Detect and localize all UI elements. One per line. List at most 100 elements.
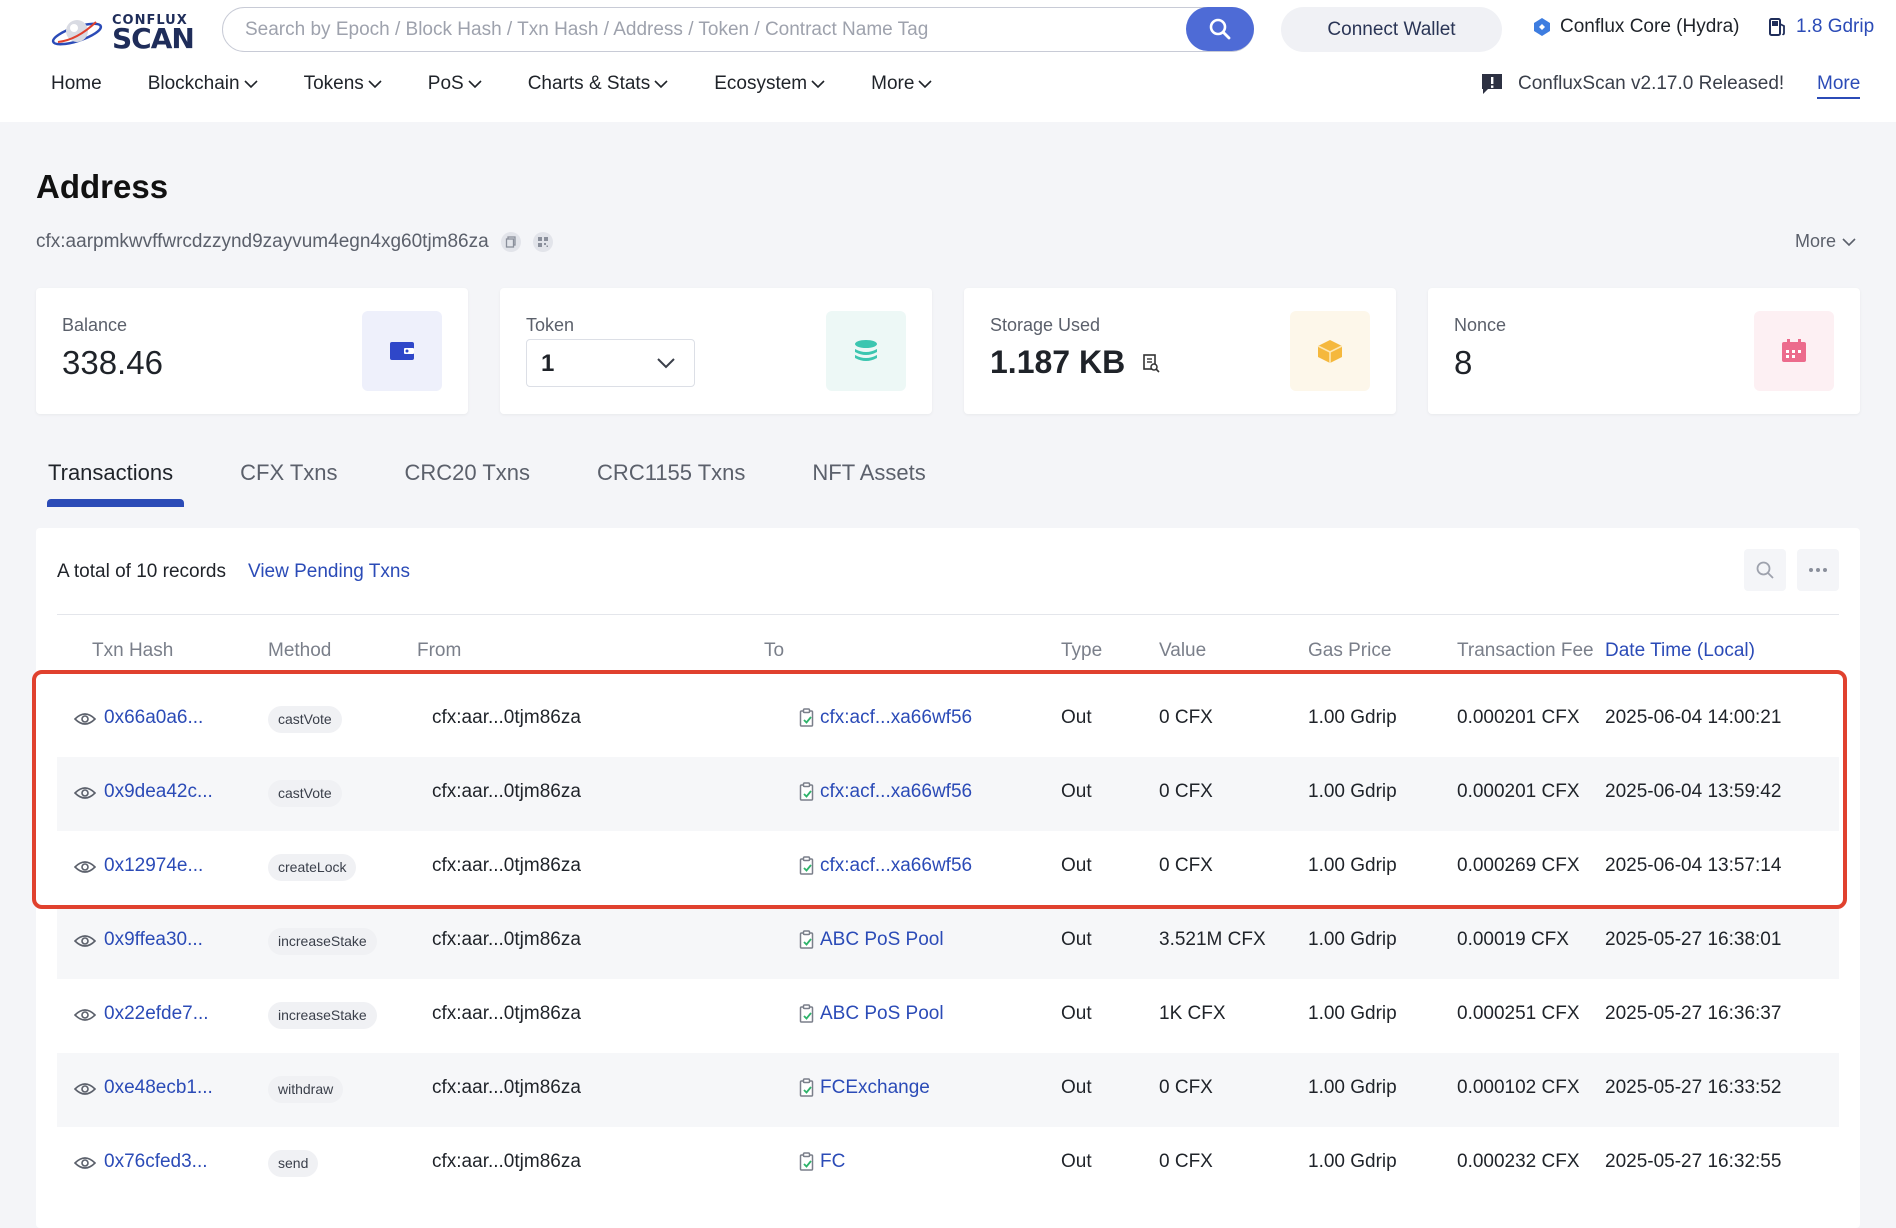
- from-address[interactable]: cfx:aar...0tjm86za: [432, 781, 581, 802]
- chevron-down-icon: [811, 80, 825, 89]
- table-row: 0xe48ecb1... withdraw cfx:aar...0tjm86za FC…: [57, 1053, 1839, 1127]
- col-header-transaction-fee: Transaction Fee: [1457, 640, 1594, 661]
- col-header-method: Method: [268, 640, 332, 661]
- view-pending-txns-link[interactable]: View Pending Txns: [248, 561, 410, 582]
- from-address[interactable]: cfx:aar...0tjm86za: [432, 1077, 581, 1098]
- tab-crc20-txns[interactable]: CRC20 Txns: [404, 460, 531, 485]
- announcement-icon: [1482, 74, 1502, 94]
- copy-icon[interactable]: [500, 232, 521, 252]
- nonce-label: Nonce: [1454, 315, 1507, 335]
- balance-card: Balance 338.46: [36, 288, 468, 414]
- from-address[interactable]: cfx:aar...0tjm86za: [432, 929, 581, 950]
- txn-hash-link[interactable]: 0xe48ecb1...: [104, 1077, 213, 1098]
- to-address-link[interactable]: FC: [799, 1151, 845, 1173]
- token-label: Token: [526, 315, 575, 335]
- txn-fee: 0.00019 CFX: [1457, 929, 1569, 950]
- confluxscan-logo[interactable]: CONFLUX SCAN: [50, 10, 200, 53]
- nonce-value: 8: [1454, 344, 1473, 381]
- nav-charts-stats[interactable]: Charts & Stats: [528, 73, 669, 95]
- table-search-button[interactable]: [1744, 549, 1786, 591]
- to-address-link[interactable]: ABC PoS Pool: [799, 929, 944, 951]
- tab-cfx-txns[interactable]: CFX Txns: [240, 460, 338, 485]
- eye-icon[interactable]: [74, 1081, 96, 1097]
- storage-detail-icon[interactable]: [1142, 353, 1160, 373]
- col-header-date-time[interactable]: Date Time (Local): [1605, 640, 1755, 661]
- from-address[interactable]: cfx:aar...0tjm86za: [432, 1151, 581, 1172]
- nav-label: PoS: [427, 73, 464, 94]
- to-address-link[interactable]: cfx:acf...xa66wf56: [799, 855, 972, 877]
- gas-price: 1.00 Gdrip: [1308, 1077, 1397, 1098]
- eye-icon[interactable]: [74, 1155, 96, 1171]
- conflux-network-icon: [1534, 18, 1550, 36]
- token-count: 1: [541, 350, 555, 377]
- txn-type: Out: [1061, 707, 1092, 728]
- col-header-txn-hash: Txn Hash: [92, 640, 174, 661]
- from-address[interactable]: cfx:aar...0tjm86za: [432, 855, 581, 876]
- contract-icon: [799, 1152, 814, 1171]
- tab-nft-assets[interactable]: NFT Assets: [812, 460, 926, 485]
- col-header-value: Value: [1159, 640, 1207, 661]
- search-button[interactable]: [1186, 7, 1254, 51]
- network-selector[interactable]: Conflux Core (Hydra): [1532, 16, 1740, 38]
- eye-icon[interactable]: [74, 1007, 96, 1023]
- nav-ecosystem[interactable]: Ecosystem: [714, 73, 825, 95]
- txn-hash-link[interactable]: 0x12974e...: [104, 855, 204, 876]
- to-address-link[interactable]: cfx:acf...xa66wf56: [799, 707, 972, 729]
- to-address-link[interactable]: cfx:acf...xa66wf56: [799, 781, 972, 803]
- tab-crc1155-txns[interactable]: CRC1155 Txns: [597, 460, 746, 485]
- chevron-down-icon: [468, 80, 482, 89]
- txn-fee: 0.000232 CFX: [1457, 1151, 1580, 1172]
- tab-transactions[interactable]: Transactions: [48, 460, 174, 485]
- balance-label: Balance: [62, 315, 128, 335]
- eye-icon[interactable]: [74, 859, 96, 875]
- gas-price: 1.00 Gdrip: [1308, 781, 1397, 802]
- txn-datetime: 2025-06-04 13:59:42: [1605, 781, 1782, 802]
- nav-pos[interactable]: PoS: [428, 73, 482, 95]
- eye-icon[interactable]: [74, 711, 96, 727]
- search-input[interactable]: [245, 17, 1175, 43]
- eye-icon[interactable]: [74, 785, 96, 801]
- wallet-icon: [362, 311, 442, 391]
- txn-type: Out: [1061, 929, 1092, 950]
- txn-hash-link[interactable]: 0x76cfed3...: [104, 1151, 208, 1172]
- to-address-link[interactable]: ABC PoS Pool: [799, 1003, 944, 1025]
- nav-home[interactable]: Home: [51, 73, 102, 95]
- to-address-text: ABC PoS Pool: [820, 929, 944, 950]
- qrcode-icon[interactable]: [532, 232, 553, 252]
- table-options-button[interactable]: [1797, 549, 1839, 591]
- chevron-down-icon: [654, 80, 668, 89]
- gas-price: 1.00 Gdrip: [1308, 855, 1397, 876]
- txn-value: 0 CFX: [1159, 707, 1213, 728]
- announcement-more-link[interactable]: More: [1817, 73, 1861, 99]
- address-tabs: Transactions CFX Txns CRC20 Txns CRC1155…: [36, 460, 977, 486]
- chevron-down-icon: [657, 358, 675, 369]
- txn-hash-link[interactable]: 0x9dea42c...: [104, 781, 213, 802]
- to-address-text: cfx:acf...xa66wf56: [820, 707, 973, 728]
- txn-type: Out: [1061, 781, 1092, 802]
- to-address-link[interactable]: FCExchange: [799, 1077, 930, 1099]
- token-select[interactable]: 1: [526, 339, 695, 387]
- chevron-down-icon: [1842, 237, 1856, 246]
- announcement[interactable]: ConfluxScan v2.17.0 Released!: [1480, 73, 1784, 95]
- connect-wallet-button[interactable]: Connect Wallet: [1281, 7, 1502, 52]
- txn-hash-link[interactable]: 0x9ffea30...: [104, 929, 203, 950]
- txn-fee: 0.000269 CFX: [1457, 855, 1580, 876]
- chevron-down-icon: [368, 80, 382, 89]
- txn-hash-link[interactable]: 0x66a0a6...: [104, 707, 204, 728]
- gas-price-indicator[interactable]: 1.8 Gdrip: [1768, 16, 1874, 38]
- table-row: 0x9ffea30... increaseStake cfx:aar...0tjm8…: [57, 905, 1839, 979]
- search-icon: [1756, 561, 1774, 579]
- nav-label: Tokens: [303, 73, 364, 94]
- nav-blockchain[interactable]: Blockchain: [148, 73, 258, 95]
- nav-more[interactable]: More: [871, 73, 932, 95]
- contract-icon: [799, 1078, 814, 1097]
- eye-icon[interactable]: [74, 933, 96, 949]
- from-address[interactable]: cfx:aar...0tjm86za: [432, 1003, 581, 1024]
- address-more-dropdown[interactable]: More: [1795, 231, 1856, 252]
- txn-hash-link[interactable]: 0x22efde7...: [104, 1003, 209, 1024]
- nav-label: Home: [51, 73, 102, 94]
- from-address[interactable]: cfx:aar...0tjm86za: [432, 707, 581, 728]
- txn-value: 0 CFX: [1159, 1077, 1213, 1098]
- box-icon: [1290, 311, 1370, 391]
- nav-tokens[interactable]: Tokens: [304, 73, 382, 95]
